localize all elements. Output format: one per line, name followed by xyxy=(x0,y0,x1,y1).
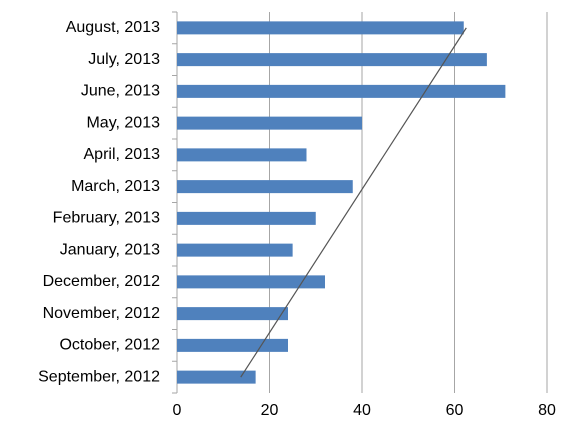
x-tick-label: 0 xyxy=(173,402,182,419)
bar xyxy=(177,84,506,98)
y-tick-label: April, 2013 xyxy=(84,146,161,163)
y-tick-label: July, 2013 xyxy=(88,51,160,68)
y-tick-label: September, 2012 xyxy=(38,368,160,385)
bar xyxy=(177,21,464,35)
x-tick-label: 40 xyxy=(353,402,371,419)
x-tick-label: 80 xyxy=(538,402,556,419)
y-tick-label: August, 2013 xyxy=(66,19,160,36)
y-tick-label: October, 2012 xyxy=(59,337,160,354)
y-tick-label: May, 2013 xyxy=(86,114,160,131)
bar xyxy=(177,275,325,289)
x-tick-label: 60 xyxy=(446,402,464,419)
bar xyxy=(177,211,316,225)
y-tick-label: November, 2012 xyxy=(43,305,161,322)
bar xyxy=(177,148,307,162)
y-tick-label: June, 2013 xyxy=(81,83,160,100)
x-tick-label: 20 xyxy=(261,402,279,419)
y-tick-label: January, 2013 xyxy=(60,241,160,258)
bar xyxy=(177,243,293,257)
y-tick-label: March, 2013 xyxy=(71,178,160,195)
bar xyxy=(177,180,353,194)
bar xyxy=(177,53,487,67)
bar xyxy=(177,338,288,352)
bar xyxy=(177,370,256,384)
bar xyxy=(177,307,288,321)
y-tick-label: February, 2013 xyxy=(53,210,160,227)
y-tick-label: December, 2012 xyxy=(43,273,161,290)
bar xyxy=(177,116,362,130)
trendline xyxy=(240,27,467,378)
